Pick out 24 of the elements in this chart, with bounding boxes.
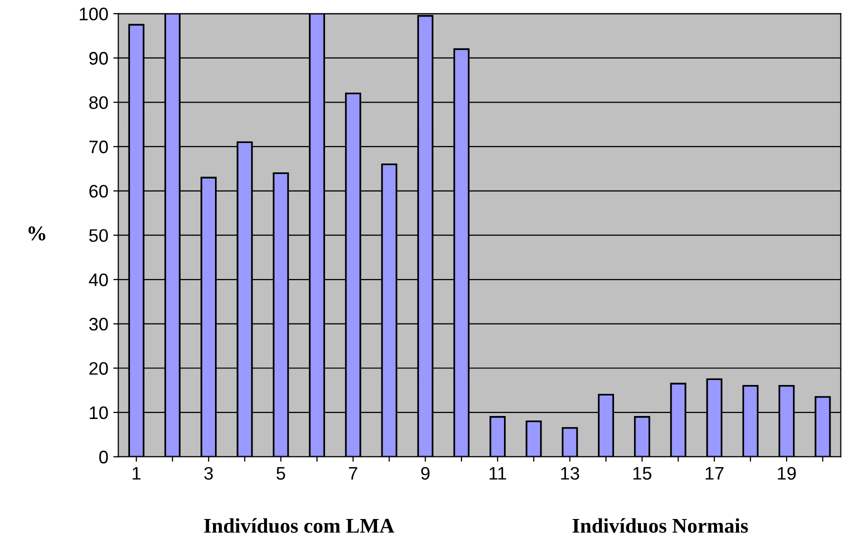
y-tick-label: 30 [89, 318, 108, 331]
y-tick-label: 20 [89, 362, 108, 375]
x-tick-label: 5 [276, 467, 286, 480]
x-tick-label: 9 [421, 466, 430, 480]
x-tick-label: 1 [132, 467, 140, 480]
x-tick-label: 3 [204, 466, 213, 480]
y-tick-label: 10 [90, 406, 108, 420]
x-tick-label: 7 [349, 467, 358, 480]
y-tick-label: 60 [89, 184, 108, 198]
y-tick-label: 50 [89, 229, 108, 242]
x-tick-label: 15 [633, 467, 652, 480]
x-tick-label: 11 [490, 467, 506, 480]
y-tick-label: 80 [89, 96, 108, 110]
text: Indivíduos com LMA [204, 518, 394, 533]
text: Indivíduos Normais [572, 518, 748, 533]
y-tick-label: 100 [80, 8, 108, 20]
x-tick-label: 13 [561, 466, 580, 480]
y-tick-label: 40 [88, 273, 108, 286]
y-tick-label: 90 [89, 52, 108, 65]
y-tick-label: 70 [89, 140, 108, 154]
x-tick-label: 19 [778, 466, 796, 480]
y-axis-title: % [28, 226, 46, 240]
y-tick-label: 0 [99, 450, 108, 464]
x-tick-label: 17 [706, 467, 724, 480]
